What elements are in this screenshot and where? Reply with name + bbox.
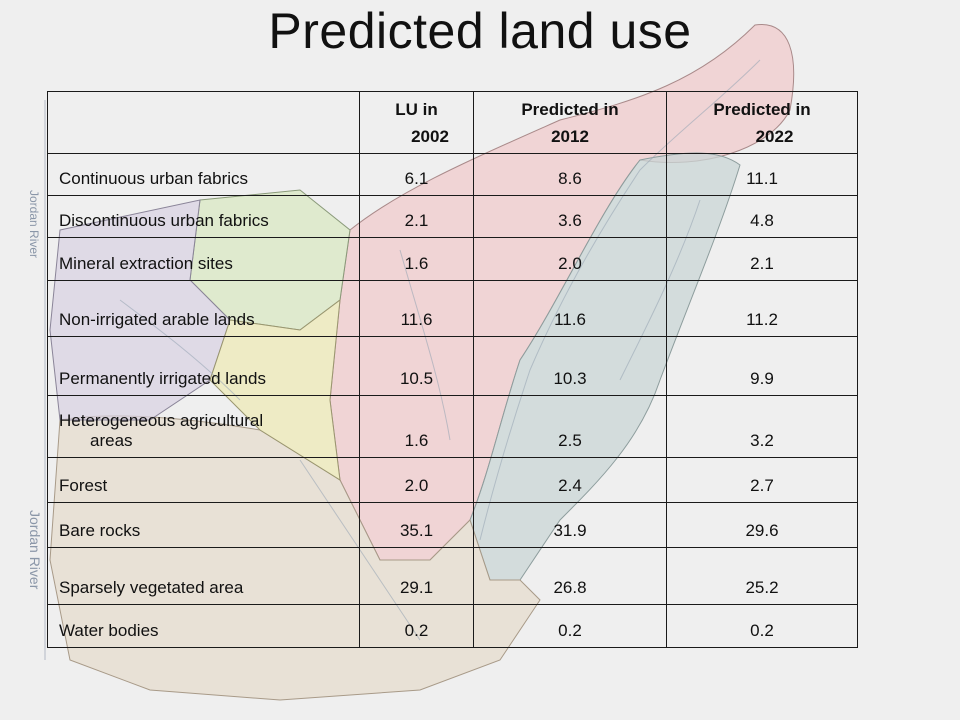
table-row: Forest 2.0 2.4 2.7 <box>47 457 858 503</box>
table-row: Water bodies 0.2 0.2 0.2 <box>47 604 858 648</box>
table-row: Mineral extraction sites 1.6 2.0 2.1 <box>47 237 858 281</box>
table-row: Discontinuous urban fabrics 2.1 3.6 4.8 <box>47 195 858 238</box>
cell-2012: 2.0 <box>473 237 667 281</box>
row-label: Water bodies <box>47 604 360 648</box>
cell-2002: 2.0 <box>359 457 474 503</box>
row-label: Non-irrigated arable lands <box>47 280 360 337</box>
cell-2022: 3.2 <box>666 395 858 458</box>
cell-2022: 25.2 <box>666 547 858 605</box>
map-label-river-2: Jordan River <box>27 510 43 590</box>
cell-2012: 2.5 <box>473 395 667 458</box>
cell-2012: 26.8 <box>473 547 667 605</box>
cell-2012: 8.6 <box>473 153 667 196</box>
map-label-river-1: Jordan River <box>27 190 41 258</box>
header-predicted-2022: Predicted in 2022 <box>666 91 858 154</box>
cell-2012: 3.6 <box>473 195 667 238</box>
table-header-row: LU in 2002 Predicted in 2012 Predicted i… <box>47 91 858 154</box>
cell-2022: 11.2 <box>666 280 858 337</box>
cell-2012: 31.9 <box>473 502 667 548</box>
cell-2022: 2.1 <box>666 237 858 281</box>
table-row: Sparsely vegetated area 29.1 26.8 25.2 <box>47 547 858 605</box>
table-row: Permanently irrigated lands 10.5 10.3 9.… <box>47 336 858 396</box>
page-title: Predicted land use <box>268 3 692 59</box>
row-label: Continuous urban fabrics <box>47 153 360 196</box>
row-label: Bare rocks <box>47 502 360 548</box>
cell-2002: 10.5 <box>359 336 474 396</box>
cell-2002: 1.6 <box>359 395 474 458</box>
cell-2012: 11.6 <box>473 280 667 337</box>
cell-2022: 4.8 <box>666 195 858 238</box>
header-empty <box>47 91 360 154</box>
row-label: Mineral extraction sites <box>47 237 360 281</box>
cell-2012: 10.3 <box>473 336 667 396</box>
cell-2022: 29.6 <box>666 502 858 548</box>
row-label-line-1: Heterogeneous agricultural <box>59 411 264 430</box>
row-label-line-2: areas <box>90 431 133 450</box>
cell-2022: 2.7 <box>666 457 858 503</box>
cell-2002: 35.1 <box>359 502 474 548</box>
table-row: Bare rocks 35.1 31.9 29.6 <box>47 502 858 548</box>
land-use-table: LU in 2002 Predicted in 2012 Predicted i… <box>47 91 858 648</box>
row-label: Discontinuous urban fabrics <box>47 195 360 238</box>
row-label: Sparsely vegetated area <box>47 547 360 605</box>
cell-2002: 11.6 <box>359 280 474 337</box>
table-row: Heterogeneous agricultural areas 1.6 2.5… <box>47 395 858 458</box>
header-lu-2002: LU in 2002 <box>359 91 474 154</box>
row-label: Permanently irrigated lands <box>47 336 360 396</box>
cell-2002: 29.1 <box>359 547 474 605</box>
cell-2002: 0.2 <box>359 604 474 648</box>
row-label: Heterogeneous agricultural areas <box>47 395 360 458</box>
cell-2022: 9.9 <box>666 336 858 396</box>
table-row: Non-irrigated arable lands 11.6 11.6 11.… <box>47 280 858 337</box>
row-label: Forest <box>47 457 360 503</box>
header-predicted-2012: Predicted in 2012 <box>473 91 667 154</box>
cell-2022: 11.1 <box>666 153 858 196</box>
cell-2022: 0.2 <box>666 604 858 648</box>
cell-2012: 0.2 <box>473 604 667 648</box>
cell-2002: 6.1 <box>359 153 474 196</box>
table-row: Continuous urban fabrics 6.1 8.6 11.1 <box>47 153 858 196</box>
cell-2002: 2.1 <box>359 195 474 238</box>
cell-2002: 1.6 <box>359 237 474 281</box>
cell-2012: 2.4 <box>473 457 667 503</box>
